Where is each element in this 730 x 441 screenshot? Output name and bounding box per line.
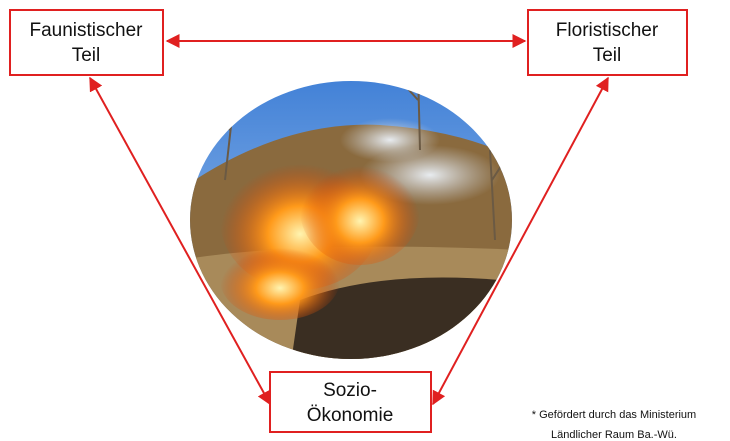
node-label: Teil <box>593 45 622 66</box>
node-label: Faunistischer <box>30 20 144 41</box>
node-label: Ökonomie <box>307 405 394 426</box>
footnote: Ländlicher Raum Ba.-Wü. <box>551 429 677 441</box>
node: Floristischer Teil <box>528 10 687 75</box>
node: Faunistischer Teil <box>10 10 163 75</box>
node-label: Floristischer <box>556 20 659 41</box>
node-label: Sozio- <box>323 380 377 401</box>
node-label: Teil <box>72 45 101 66</box>
footnote: * Gefördert durch das Ministerium <box>532 409 696 421</box>
photo <box>180 70 520 370</box>
diagram: Faunistischer Teil Floristischer Teil So… <box>0 0 730 441</box>
node: Sozio- Ökonomie <box>270 372 431 432</box>
